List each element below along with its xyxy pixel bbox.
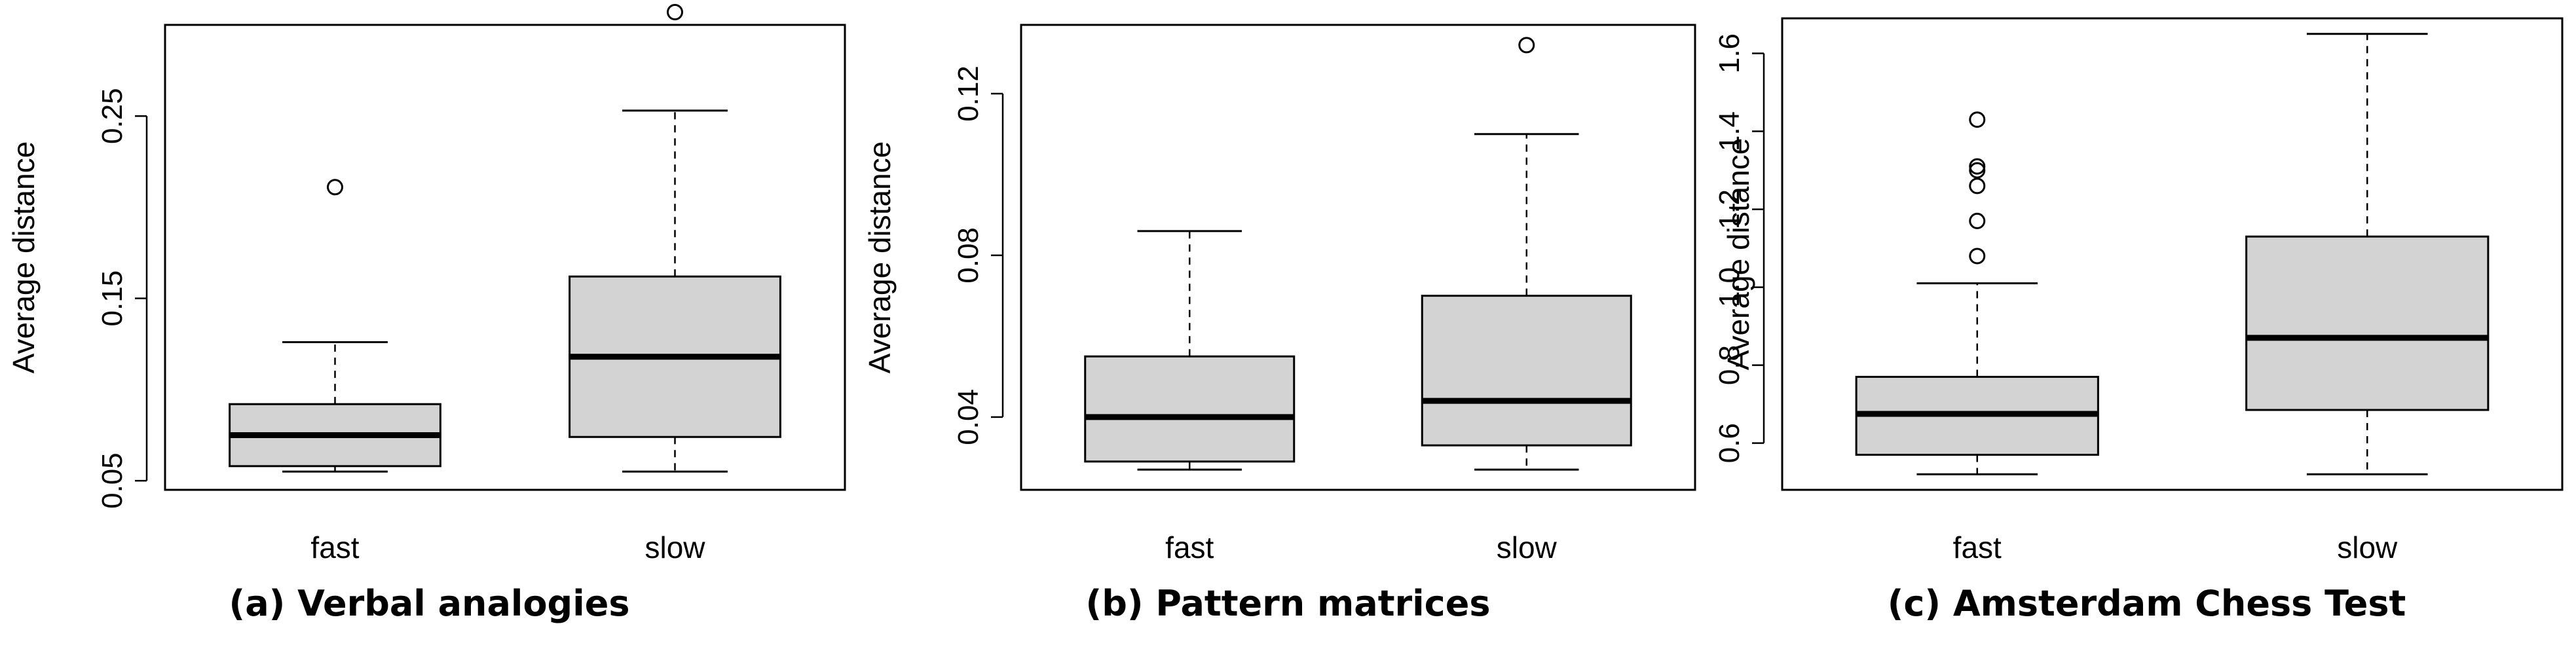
y-axis-title: Average distance	[863, 141, 897, 374]
y-tick-label: 0.15	[96, 270, 128, 327]
x-tick-label-slow: slow	[2337, 530, 2398, 564]
plot-frame	[1020, 24, 1696, 491]
outlier-point	[1969, 162, 1986, 179]
panel-pattern-matrices: 0.04 0.08 0.12 Average distance fast slow (b)…	[859, 0, 1717, 647]
y-axis-title: Average distance	[7, 141, 41, 374]
y-tick-label: 0.05	[96, 453, 128, 509]
outlier-point	[1969, 212, 1986, 229]
panel-verbal-analogies: 0.05 0.15 0.25 Average distance fast slow (a)…	[0, 0, 859, 647]
outlier-point	[667, 4, 683, 21]
outlier-point	[1969, 248, 1986, 265]
x-tick-label-fast: fast	[1165, 530, 1214, 564]
panel-amsterdam-chess-test: 0.6 0.8 1.0 1.2 1.4 1.6 Average distance fast sl…	[1717, 0, 2576, 647]
boxplot-verbal-analogies: 0.05 0.15 0.25 Average distance fast slow	[7, 4, 846, 564]
y-tick-label: 1.6	[1717, 33, 1745, 73]
box-slow	[2245, 235, 2490, 411]
outlier-point	[1518, 37, 1535, 54]
outlier-point	[1969, 111, 1986, 128]
caption-pattern-matrices: (b) Pattern matrices	[1085, 583, 1491, 624]
box-slow	[1421, 295, 1632, 447]
x-tick-label-slow: slow	[644, 530, 705, 564]
x-tick-label-fast: fast	[310, 530, 359, 564]
outlier-point	[1969, 158, 1986, 175]
box-fast	[1084, 355, 1296, 463]
outlier-point	[1969, 177, 1986, 194]
caption-amsterdam-chess-test: (c) Amsterdam Chess Test	[1887, 583, 2406, 624]
y-tick-label: 1.4	[1717, 111, 1745, 151]
y-tick-label: 1.0	[1717, 267, 1745, 307]
y-axis-title: Average distance	[1721, 138, 1755, 371]
y-tick-label: 0.12	[952, 65, 984, 122]
x-tick-label-slow: slow	[1497, 530, 1558, 564]
plot-frame	[164, 24, 846, 491]
outlier-point	[327, 179, 343, 196]
caption-verbal-analogies: (a) Verbal analogies	[229, 583, 630, 624]
y-tick-label: 0.6	[1717, 423, 1745, 463]
y-tick-label: 0.8	[1717, 345, 1745, 385]
plot-frame	[1781, 17, 2564, 491]
y-tick-label: 0.08	[952, 227, 984, 284]
boxplot-pattern-matrices: 0.04 0.08 0.12 Average distance fast slow	[863, 24, 1696, 564]
y-tick-label: 0.04	[952, 389, 984, 445]
boxplot-amsterdam-chess-test: 0.6 0.8 1.0 1.2 1.4 1.6 Average distance fast sl…	[1717, 17, 2564, 564]
y-tick-label: 0.25	[96, 88, 128, 144]
x-tick-label-fast: fast	[1953, 530, 2002, 564]
y-tick-label: 1.2	[1717, 189, 1745, 229]
